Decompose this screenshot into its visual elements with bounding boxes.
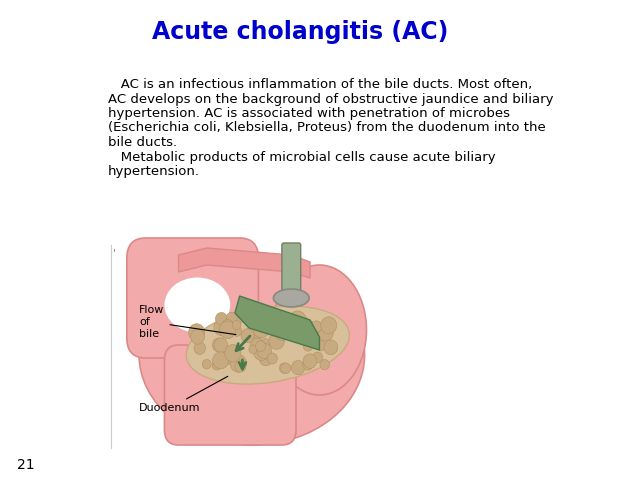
Polygon shape [179,248,310,278]
Circle shape [252,330,260,338]
Circle shape [291,360,305,375]
Circle shape [214,319,229,336]
Circle shape [194,342,205,354]
Circle shape [318,325,333,341]
Circle shape [320,360,330,370]
Circle shape [303,354,317,369]
Circle shape [225,354,234,364]
Text: ': ' [113,248,116,258]
Circle shape [220,321,236,338]
Circle shape [214,338,228,352]
Circle shape [303,359,313,370]
Circle shape [321,317,337,334]
Circle shape [216,312,227,325]
Circle shape [189,324,205,341]
Text: 21: 21 [17,458,35,472]
Ellipse shape [273,289,309,307]
Circle shape [287,316,296,326]
Text: AC is an infectious inflammation of the bile ducts. Most often,: AC is an infectious inflammation of the … [108,78,532,91]
Circle shape [255,314,266,325]
Circle shape [257,343,271,359]
Circle shape [212,360,221,370]
Text: bile ducts.: bile ducts. [108,136,177,149]
Circle shape [253,343,270,360]
FancyBboxPatch shape [164,345,296,445]
Ellipse shape [139,265,365,445]
Circle shape [255,341,266,351]
Circle shape [303,341,313,351]
Circle shape [232,326,242,336]
Circle shape [212,338,225,352]
Text: (Escherichia coli, Klebsiella, Proteus) from the duodenum into the: (Escherichia coli, Klebsiella, Proteus) … [108,121,546,134]
Circle shape [236,314,243,323]
Circle shape [222,319,234,332]
Circle shape [212,352,228,369]
Circle shape [312,352,323,363]
Ellipse shape [273,265,367,395]
Circle shape [253,321,269,338]
Circle shape [226,312,237,324]
Circle shape [261,339,270,348]
Text: Flow
of
bile: Flow of bile [139,305,236,338]
Ellipse shape [164,277,230,333]
Circle shape [285,318,300,334]
Circle shape [232,320,241,329]
Circle shape [251,337,263,351]
Text: Duodenum: Duodenum [139,376,228,413]
Circle shape [230,355,246,372]
Circle shape [225,345,241,362]
Ellipse shape [186,306,349,384]
Circle shape [191,330,204,344]
Circle shape [253,336,261,344]
Circle shape [259,352,272,366]
Circle shape [311,321,322,333]
Circle shape [305,322,319,337]
Circle shape [275,324,290,340]
Circle shape [288,322,297,331]
Text: Acute cholangitis (AC): Acute cholangitis (AC) [152,20,449,44]
Circle shape [241,329,254,343]
Circle shape [280,363,289,373]
Circle shape [263,315,276,329]
Text: hypertension.: hypertension. [108,165,200,178]
FancyBboxPatch shape [282,243,301,302]
FancyBboxPatch shape [127,238,259,358]
Circle shape [235,361,246,372]
Circle shape [316,340,326,351]
Text: Metabolic products of microbial cells cause acute biliary: Metabolic products of microbial cells ca… [108,151,496,164]
Polygon shape [235,296,319,350]
Text: AC develops on the background of obstructive jaundice and biliary: AC develops on the background of obstruc… [108,93,554,106]
Circle shape [267,353,277,364]
Circle shape [249,345,257,354]
Circle shape [202,360,211,369]
Circle shape [281,363,291,373]
Circle shape [296,316,308,329]
Circle shape [269,333,284,349]
Circle shape [289,311,306,329]
Text: hypertension. AC is associated with penetration of microbes: hypertension. AC is associated with pene… [108,107,510,120]
Circle shape [324,340,338,355]
